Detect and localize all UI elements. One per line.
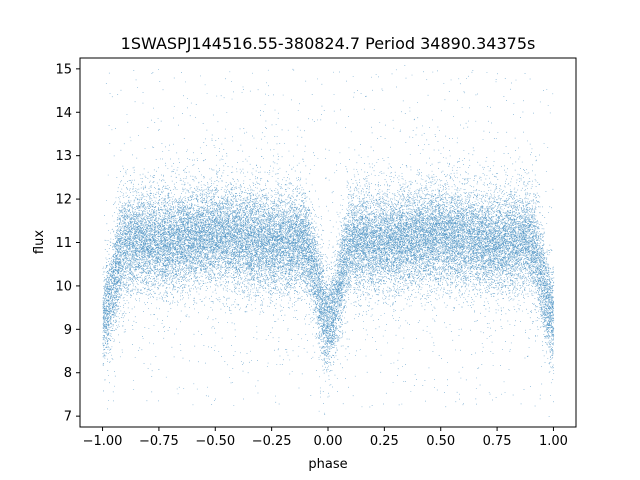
- x-tick-label: −0.75: [139, 434, 179, 449]
- y-axis-ticks: 7 8 9 10 11 12 13 14 15: [55, 62, 80, 425]
- x-tick-label: −0.25: [252, 434, 292, 449]
- y-tick-label: 15: [55, 62, 72, 77]
- x-axis-label: phase: [308, 457, 347, 472]
- x-tick-label: −0.50: [195, 434, 235, 449]
- x-tick-label: −1.00: [83, 434, 123, 449]
- y-tick-label: 12: [55, 193, 72, 208]
- y-tick-label: 13: [55, 149, 72, 164]
- x-tick-label: 0.25: [370, 434, 399, 449]
- y-tick-label: 14: [55, 106, 72, 121]
- x-tick-label: 0.00: [314, 434, 343, 449]
- x-axis-ticks: −1.00 −0.75 −0.50 −0.25 0.00 0.25 0.50 0.75 1.00: [83, 427, 568, 449]
- x-tick-label: 0.75: [483, 434, 512, 449]
- y-tick-label: 10: [55, 279, 72, 294]
- x-tick-label: 1.00: [539, 434, 568, 449]
- y-axis-label: flux: [32, 230, 47, 254]
- y-tick-label: 7: [64, 410, 72, 425]
- y-tick-label: 8: [64, 366, 72, 381]
- y-tick-label: 11: [55, 236, 72, 251]
- chart-title: 1SWASPJ144516.55-380824.7 Period 34890.3…: [121, 34, 536, 53]
- data-points: [102, 65, 555, 417]
- x-tick-label: 0.50: [426, 434, 455, 449]
- y-tick-label: 9: [64, 323, 72, 338]
- scatter-points: [102, 65, 555, 417]
